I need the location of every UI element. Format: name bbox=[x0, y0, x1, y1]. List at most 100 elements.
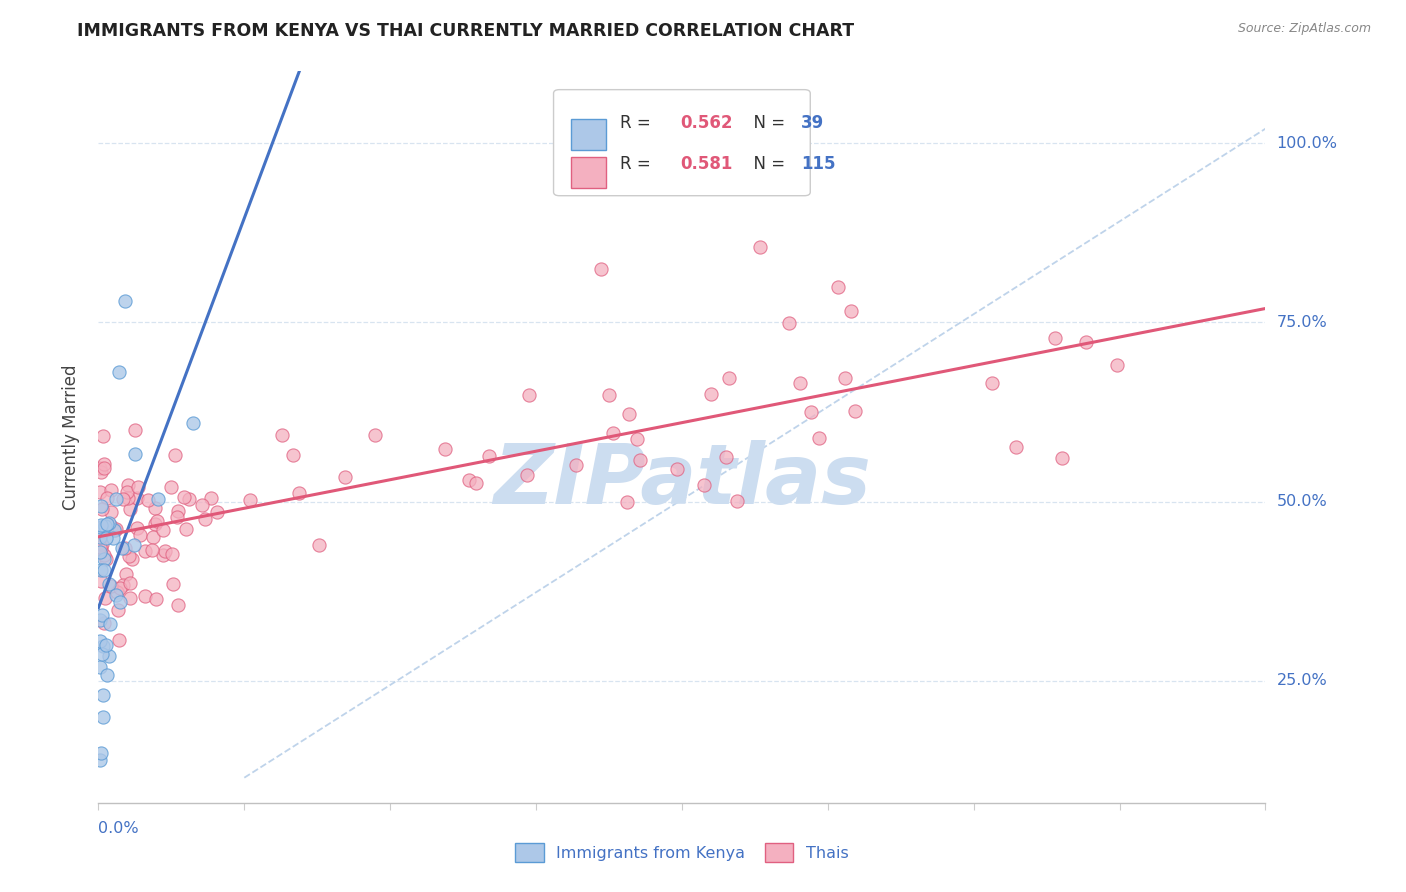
Point bbox=[107, 603, 129, 617]
Point bbox=[200, 491, 222, 505]
Text: 50.0%: 50.0% bbox=[1277, 494, 1327, 509]
Point bbox=[602, 425, 624, 440]
Point bbox=[122, 538, 145, 552]
Point bbox=[458, 473, 481, 487]
Text: 115: 115 bbox=[801, 155, 835, 173]
Point bbox=[288, 486, 311, 500]
Point bbox=[270, 428, 292, 442]
Point bbox=[124, 447, 146, 461]
Point bbox=[89, 461, 111, 475]
Point bbox=[789, 376, 811, 390]
Point bbox=[124, 423, 146, 437]
Legend: Immigrants from Kenya, Thais: Immigrants from Kenya, Thais bbox=[509, 837, 855, 868]
Point bbox=[110, 595, 132, 609]
Point bbox=[91, 429, 114, 443]
Point bbox=[717, 370, 740, 384]
Point bbox=[105, 523, 128, 537]
Text: N =: N = bbox=[742, 155, 790, 173]
Point bbox=[778, 316, 800, 330]
Point bbox=[98, 516, 121, 530]
Point bbox=[308, 538, 330, 552]
Point bbox=[100, 518, 122, 533]
Point bbox=[96, 668, 118, 682]
Point bbox=[100, 579, 122, 593]
Point bbox=[598, 388, 620, 402]
Point bbox=[103, 523, 125, 537]
Point bbox=[105, 492, 128, 507]
Point bbox=[834, 371, 856, 385]
Point bbox=[173, 490, 195, 504]
Point bbox=[748, 240, 770, 254]
Point bbox=[89, 540, 111, 554]
Point bbox=[93, 460, 115, 475]
Point bbox=[117, 491, 139, 506]
Point bbox=[281, 448, 304, 462]
Point bbox=[239, 492, 262, 507]
Point bbox=[1050, 451, 1073, 466]
Point bbox=[194, 511, 217, 525]
Point bbox=[800, 405, 823, 419]
Point bbox=[163, 448, 186, 462]
Point bbox=[111, 541, 134, 555]
Point bbox=[90, 502, 112, 516]
Point bbox=[90, 537, 112, 551]
FancyBboxPatch shape bbox=[554, 90, 810, 195]
Point bbox=[167, 598, 190, 612]
Point bbox=[146, 492, 169, 507]
Point bbox=[628, 453, 651, 467]
Point bbox=[589, 262, 612, 277]
Point bbox=[89, 613, 111, 627]
Point bbox=[104, 588, 127, 602]
Text: IMMIGRANTS FROM KENYA VS THAI CURRENTLY MARRIED CORRELATION CHART: IMMIGRANTS FROM KENYA VS THAI CURRENTLY … bbox=[77, 22, 855, 40]
Point bbox=[152, 523, 174, 537]
Point bbox=[162, 548, 184, 562]
Text: 0.562: 0.562 bbox=[681, 114, 734, 132]
Point bbox=[143, 501, 166, 516]
Point bbox=[90, 574, 112, 588]
Point bbox=[93, 549, 115, 563]
Point bbox=[981, 376, 1004, 391]
Point bbox=[136, 493, 159, 508]
Point bbox=[716, 450, 738, 464]
Point bbox=[90, 746, 112, 760]
Text: 100.0%: 100.0% bbox=[1277, 136, 1337, 151]
Point bbox=[90, 521, 112, 535]
Point bbox=[516, 468, 538, 483]
Point bbox=[143, 517, 166, 532]
Text: R =: R = bbox=[620, 155, 657, 173]
Point bbox=[191, 499, 214, 513]
Point bbox=[693, 477, 716, 491]
Point bbox=[127, 480, 149, 494]
Text: N =: N = bbox=[742, 114, 790, 132]
Point bbox=[128, 528, 150, 542]
Point bbox=[841, 303, 863, 318]
Point bbox=[127, 491, 149, 506]
Point bbox=[616, 495, 638, 509]
Point bbox=[100, 505, 122, 519]
Point bbox=[181, 416, 204, 430]
Point bbox=[118, 576, 141, 591]
Point bbox=[94, 638, 117, 652]
Point bbox=[98, 616, 121, 631]
Point bbox=[141, 542, 163, 557]
Point bbox=[434, 442, 457, 457]
Point bbox=[174, 522, 197, 536]
Point bbox=[145, 514, 167, 528]
Point bbox=[167, 504, 190, 518]
Point bbox=[91, 710, 114, 724]
Point bbox=[89, 531, 111, 545]
Point bbox=[108, 366, 131, 380]
Point bbox=[90, 465, 112, 479]
Point bbox=[103, 524, 125, 538]
Point bbox=[118, 549, 141, 563]
Point bbox=[89, 484, 111, 499]
Point bbox=[89, 634, 111, 648]
Point bbox=[727, 494, 749, 508]
Point bbox=[89, 537, 111, 551]
Point bbox=[117, 478, 139, 492]
Point bbox=[89, 545, 111, 559]
Y-axis label: Currently Married: Currently Married bbox=[62, 364, 80, 510]
Point bbox=[115, 567, 138, 582]
Point bbox=[96, 524, 118, 538]
Point bbox=[94, 519, 117, 533]
